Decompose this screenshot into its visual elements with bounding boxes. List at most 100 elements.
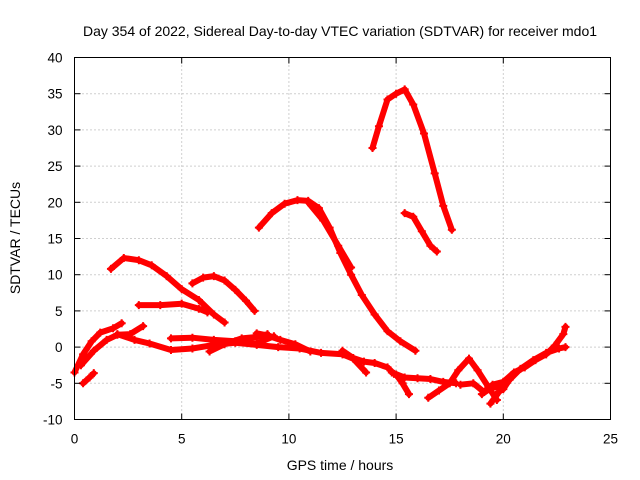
data-point — [349, 353, 358, 362]
series-line — [478, 373, 515, 398]
data-point — [469, 379, 478, 388]
y-tick-label: 10 — [47, 268, 62, 283]
series-arc-17 — [392, 370, 413, 399]
series-line — [77, 323, 147, 369]
data-point — [464, 354, 473, 363]
data-point — [209, 272, 218, 281]
data-point — [250, 306, 259, 315]
series-line — [487, 344, 569, 407]
data-point — [96, 328, 105, 337]
series-arc-6 — [188, 272, 259, 315]
data-point — [370, 359, 379, 368]
data-point — [85, 373, 94, 382]
data-point — [220, 318, 229, 327]
data-point — [209, 335, 218, 344]
data-point — [166, 334, 175, 343]
data-point — [177, 299, 186, 308]
series-arc-19 — [456, 322, 570, 396]
data-point — [439, 201, 448, 210]
y-tick-label: 35 — [47, 87, 62, 102]
data-point — [417, 227, 426, 236]
data-point — [102, 335, 111, 344]
data-point — [306, 347, 315, 356]
data-point — [291, 340, 300, 349]
data-point — [134, 256, 143, 265]
data-point — [419, 129, 428, 138]
data-point — [392, 370, 401, 379]
data-point — [396, 337, 405, 346]
data-point — [411, 346, 420, 355]
y-tick-label: 30 — [47, 123, 62, 138]
data-point — [130, 335, 139, 344]
data-point — [304, 198, 313, 207]
data-point — [293, 196, 302, 205]
data-point — [106, 264, 115, 273]
data-point — [177, 285, 186, 294]
y-tick-label: 5 — [55, 304, 63, 319]
data-point — [338, 346, 347, 355]
data-point — [119, 254, 128, 263]
data-point — [499, 385, 508, 394]
axis-ticks — [74, 57, 611, 420]
data-point — [188, 279, 197, 288]
data-point — [147, 261, 156, 270]
data-point — [445, 379, 454, 388]
y-axis-label: SDTVAR / TECUs — [7, 182, 23, 294]
series-arc-14 — [252, 329, 315, 356]
data-point — [359, 357, 368, 366]
data-point — [109, 324, 118, 333]
data-point — [254, 223, 263, 232]
data-point — [507, 372, 516, 381]
x-tick-label: 0 — [71, 432, 79, 447]
data-point — [89, 346, 98, 355]
series-arc-1 — [368, 85, 456, 234]
data-point — [383, 95, 392, 104]
data-point — [529, 356, 538, 365]
series-arc-10 — [79, 369, 98, 388]
data-point — [274, 343, 283, 352]
data-point — [263, 331, 272, 340]
data-point — [516, 364, 525, 373]
data-point — [488, 382, 497, 391]
data-point — [398, 379, 407, 388]
series-arc-4 — [304, 198, 356, 272]
data-point — [194, 304, 203, 313]
data-point — [383, 327, 392, 336]
data-point — [76, 361, 85, 370]
chart-title: Day 354 of 2022, Sidereal Day-to-day VTE… — [83, 23, 597, 39]
series-arc-5 — [106, 254, 229, 327]
data-point — [113, 330, 122, 339]
series-line — [457, 323, 569, 395]
series-arc-18 — [424, 354, 501, 404]
series-arc-3 — [254, 196, 420, 355]
data-point — [280, 199, 289, 208]
data-point — [231, 285, 240, 294]
data-point — [205, 347, 214, 356]
data-point — [559, 330, 568, 339]
x-tick-label: 5 — [178, 432, 186, 447]
data-point — [454, 366, 463, 375]
data-point — [209, 310, 218, 319]
data-point — [334, 241, 343, 250]
data-point — [400, 85, 409, 94]
data-point — [383, 363, 392, 372]
data-point — [430, 169, 439, 178]
data-point — [317, 348, 326, 357]
data-point — [242, 296, 251, 305]
data-point — [188, 344, 197, 353]
y-tick-label: -10 — [43, 413, 63, 428]
data-point — [404, 390, 413, 399]
data-point — [473, 366, 482, 375]
data-point — [203, 308, 212, 317]
data-point — [220, 276, 229, 285]
y-tick-label: 40 — [47, 51, 62, 66]
y-tick-labels: -10 -5 0 5 10 15 20 25 30 35 40 — [43, 51, 63, 428]
data-point — [456, 380, 465, 389]
data-point — [199, 273, 208, 282]
data-point — [368, 144, 377, 152]
y-tick-label: 15 — [47, 232, 62, 247]
data-point — [139, 322, 148, 331]
series-arc-16 — [387, 368, 461, 388]
data-series — [70, 85, 570, 408]
data-point — [89, 369, 98, 378]
